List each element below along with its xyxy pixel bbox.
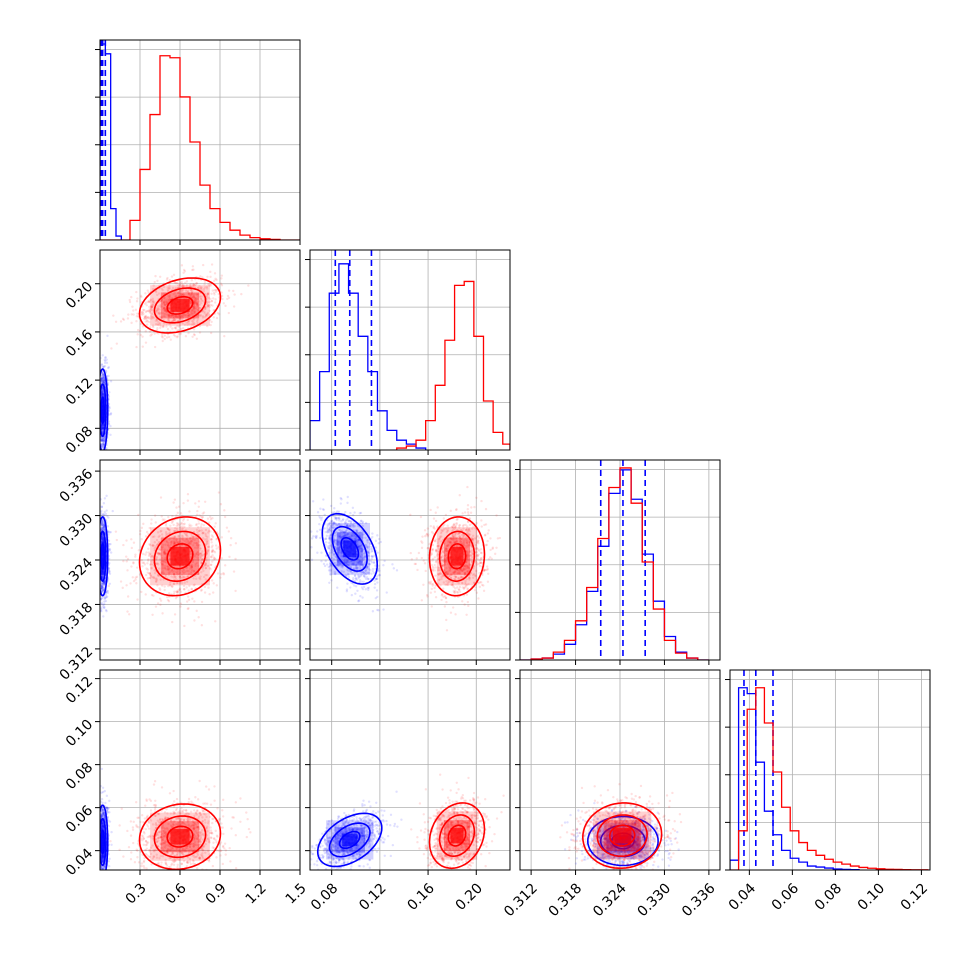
- contours-series-1: [321, 512, 379, 585]
- y-tick-label: 0.04: [63, 846, 96, 879]
- density-series-2: [436, 527, 478, 586]
- histogram-panel-4: [725, 669, 931, 875]
- contours-series-2: [428, 802, 486, 870]
- scatter-panel-4-2: [305, 669, 511, 875]
- panel-frame: [309, 669, 511, 871]
- scatter-panel-3-2: [305, 459, 511, 665]
- x-tick-label: 0.312: [501, 880, 541, 920]
- x-tick-label: 0.3: [123, 880, 150, 907]
- y-tick-label: 0.08: [63, 423, 96, 456]
- panel-frame: [99, 249, 301, 451]
- y-tick-label: 0.330: [57, 511, 97, 551]
- density-series-1: [100, 814, 107, 870]
- scatter-points-series-2: [109, 779, 252, 870]
- histogram-series-1: [310, 263, 427, 450]
- histogram-panel-3: [515, 459, 721, 665]
- x-tick-label: 0.08: [812, 880, 845, 913]
- x-tick-label: 0.10: [855, 880, 888, 913]
- x-tick-label: 0.336: [679, 880, 719, 920]
- x-tick-label: 0.06: [769, 880, 802, 913]
- x-tick-label: 0.318: [546, 880, 586, 920]
- contours-series-1: [316, 812, 383, 868]
- x-tick-label: 0.12: [898, 880, 931, 913]
- density-series-1: [100, 527, 107, 586]
- density-series-2: [436, 811, 478, 860]
- contours-series-2: [138, 803, 222, 870]
- scatter-panel-4-3: [515, 669, 721, 875]
- y-tick-label: 0.12: [63, 375, 96, 408]
- scatter-panel-2-1: [95, 249, 301, 455]
- panel-frame: [729, 669, 931, 871]
- scatter-panel-4-1: [95, 669, 301, 875]
- y-tick-label: 0.318: [57, 599, 97, 639]
- y-tick-label: 0.08: [63, 760, 96, 793]
- y-tick-label: 0.06: [63, 803, 96, 836]
- density-series-2: [150, 527, 210, 586]
- density-series-2: [593, 811, 652, 860]
- x-tick-label: 0.324: [590, 880, 630, 920]
- contours-series-2: [428, 516, 486, 597]
- x-tick-label: 0.330: [635, 880, 675, 920]
- histogram-panel-2: [305, 249, 511, 455]
- x-tick-label: 1.2: [243, 880, 270, 907]
- histogram-series-2: [100, 55, 300, 240]
- panel-frame: [99, 669, 301, 871]
- y-tick-label: 0.336: [57, 466, 97, 506]
- histogram-series-1: [730, 687, 860, 870]
- contours-series-1: [100, 516, 109, 597]
- histogram-series-2: [396, 280, 510, 450]
- y-tick-label: 0.10: [63, 717, 96, 750]
- y-tick-label: 0.20: [63, 279, 96, 312]
- density-series-1: [100, 379, 107, 441]
- density-series-2: [150, 812, 210, 861]
- contours-series-2: [581, 802, 663, 869]
- contours-series-1: [100, 368, 109, 450]
- contours-series-2: [138, 516, 222, 597]
- x-tick-label: 0.04: [726, 880, 759, 913]
- x-tick-label: 0.08: [308, 880, 341, 913]
- y-tick-label: 0.16: [63, 327, 96, 360]
- x-tick-label: 0.12: [356, 880, 389, 913]
- histogram-series-2: [730, 687, 929, 870]
- x-tick-label: 0.9: [203, 880, 230, 907]
- contours-series-2: [138, 277, 222, 334]
- x-tick-label: 0.6: [163, 880, 190, 907]
- contours-series-1: [100, 804, 109, 870]
- panel-frame: [99, 39, 301, 241]
- x-tick-label: 0.20: [453, 880, 486, 913]
- scatter-panel-3-1: [95, 459, 301, 665]
- x-tick-label: 0.16: [404, 880, 437, 913]
- y-tick-label: 0.312: [57, 644, 97, 684]
- histogram-panel-1: [95, 39, 301, 245]
- x-tick-label: 1.5: [283, 880, 310, 907]
- y-tick-label: 0.324: [57, 555, 97, 595]
- panel-frame: [309, 249, 511, 451]
- histogram-series-2: [520, 467, 709, 660]
